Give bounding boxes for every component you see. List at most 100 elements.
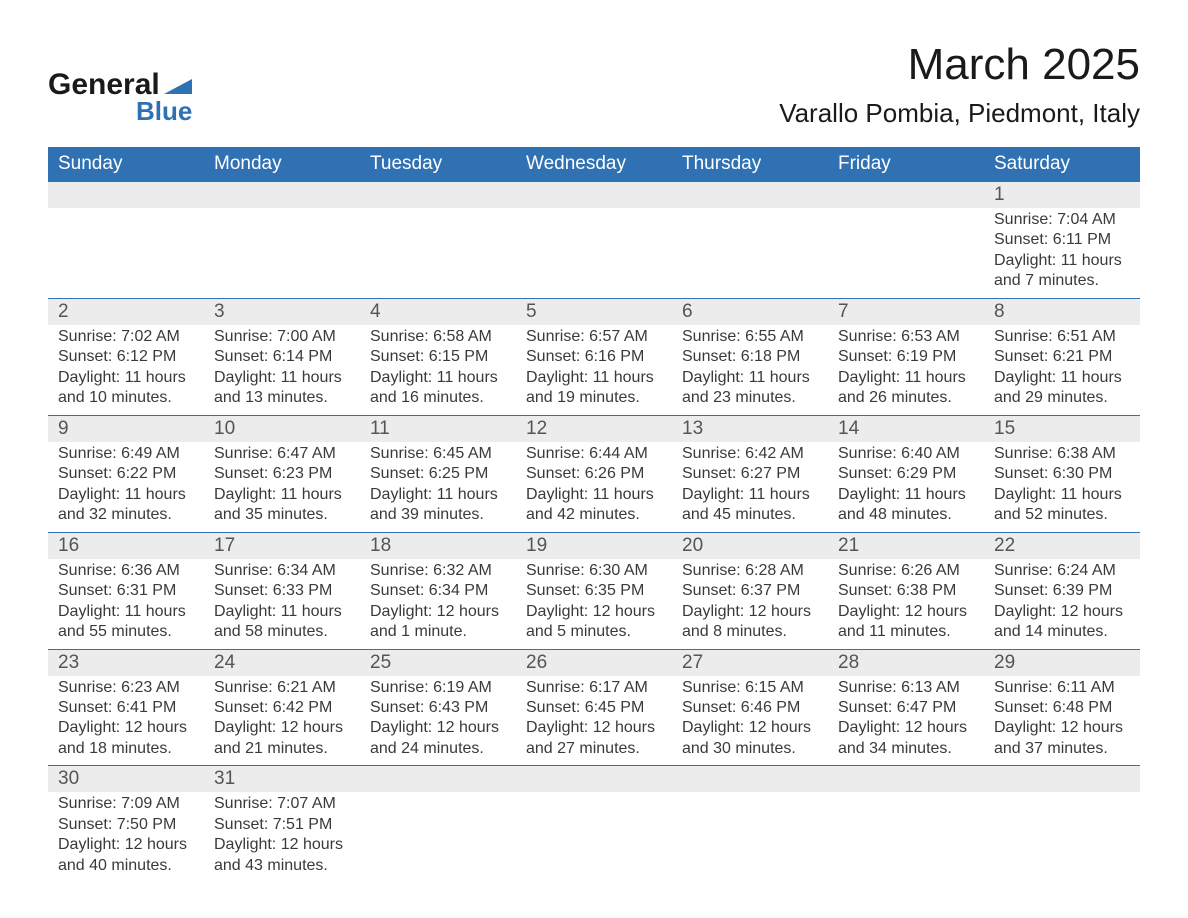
daylight-line: Daylight: 12 hours and 30 minutes. [682,719,811,756]
sunset-line: Sunset: 6:21 PM [994,348,1112,365]
day-number-cell: 7 [828,298,984,325]
day-content-cell [516,792,672,882]
day-number-row: 1 [48,182,1140,209]
day-content-cell: Sunrise: 7:00 AMSunset: 6:14 PMDaylight:… [204,325,360,415]
daylight-line: Daylight: 11 hours and 58 minutes. [214,603,342,640]
day-number-cell: 31 [204,766,360,793]
daylight-line: Daylight: 12 hours and 43 minutes. [214,836,343,873]
day-content-row: Sunrise: 7:09 AMSunset: 7:50 PMDaylight:… [48,792,1140,882]
day-content-cell: Sunrise: 6:28 AMSunset: 6:37 PMDaylight:… [672,559,828,649]
daylight-line: Daylight: 12 hours and 27 minutes. [526,719,655,756]
sunset-line: Sunset: 6:22 PM [58,465,176,482]
daylight-line: Daylight: 11 hours and 10 minutes. [58,369,186,406]
daylight-line: Daylight: 11 hours and 55 minutes. [58,603,186,640]
day-number-cell: 27 [672,649,828,676]
day-number-cell: 11 [360,415,516,442]
month-title: March 2025 [779,40,1140,90]
daylight-line: Daylight: 11 hours and 29 minutes. [994,369,1122,406]
sunrise-line: Sunrise: 7:09 AM [58,795,180,812]
daylight-line: Daylight: 12 hours and 14 minutes. [994,603,1123,640]
day-content-cell [360,792,516,882]
day-number-cell [828,766,984,793]
daylight-line: Daylight: 12 hours and 37 minutes. [994,719,1123,756]
sunset-line: Sunset: 6:26 PM [526,465,644,482]
sunrise-line: Sunrise: 6:49 AM [58,445,180,462]
day-number-row: 2345678 [48,298,1140,325]
daylight-line: Daylight: 12 hours and 40 minutes. [58,836,187,873]
day-content-cell: Sunrise: 7:02 AMSunset: 6:12 PMDaylight:… [48,325,204,415]
sunrise-line: Sunrise: 6:19 AM [370,679,492,696]
day-content-cell: Sunrise: 6:11 AMSunset: 6:48 PMDaylight:… [984,676,1140,766]
sunrise-line: Sunrise: 6:24 AM [994,562,1116,579]
day-number-cell [360,766,516,793]
sunrise-line: Sunrise: 6:36 AM [58,562,180,579]
sunrise-line: Sunrise: 6:30 AM [526,562,648,579]
day-number-cell: 4 [360,298,516,325]
day-content-cell: Sunrise: 6:47 AMSunset: 6:23 PMDaylight:… [204,442,360,532]
daylight-line: Daylight: 11 hours and 48 minutes. [838,486,966,523]
title-block: March 2025 Varallo Pombia, Piedmont, Ita… [779,40,1140,129]
day-content-cell: Sunrise: 6:49 AMSunset: 6:22 PMDaylight:… [48,442,204,532]
day-number-cell: 8 [984,298,1140,325]
day-content-cell: Sunrise: 6:34 AMSunset: 6:33 PMDaylight:… [204,559,360,649]
brand-logo: General Blue [48,68,192,127]
sunrise-line: Sunrise: 6:13 AM [838,679,960,696]
sunset-line: Sunset: 6:47 PM [838,699,956,716]
sunset-line: Sunset: 6:39 PM [994,582,1112,599]
sunset-line: Sunset: 6:35 PM [526,582,644,599]
day-content-cell: Sunrise: 6:57 AMSunset: 6:16 PMDaylight:… [516,325,672,415]
sunset-line: Sunset: 6:25 PM [370,465,488,482]
day-number-cell [672,182,828,209]
day-number-cell: 13 [672,415,828,442]
day-number-cell: 6 [672,298,828,325]
day-number-cell: 21 [828,532,984,559]
day-number-cell: 2 [48,298,204,325]
sunset-line: Sunset: 6:31 PM [58,582,176,599]
daylight-line: Daylight: 12 hours and 21 minutes. [214,719,343,756]
sunset-line: Sunset: 6:38 PM [838,582,956,599]
day-content-cell: Sunrise: 6:42 AMSunset: 6:27 PMDaylight:… [672,442,828,532]
day-content-row: Sunrise: 6:49 AM Sunset: 6:22 PM Daylight:… [48,442,1140,532]
sunrise-line: Sunrise: 6:55 AM [682,328,804,345]
sunrise-line: Sunrise: 6:17 AM [526,679,648,696]
sunrise-line: Sunrise: 6:26 AM [838,562,960,579]
day-number-cell: 5 [516,298,672,325]
sunset-line: Sunset: 6:15 PM [370,348,488,365]
sunrise-line: Sunrise: 6:45 AM [370,445,492,462]
day-number-cell: 22 [984,532,1140,559]
sunrise-line: Sunrise: 6:21 AM [214,679,336,696]
sunrise-line: Sunrise: 6:51 AM [994,328,1116,345]
day-content-cell: Sunrise: 6:58 AMSunset: 6:15 PMDaylight:… [360,325,516,415]
sunset-line: Sunset: 6:33 PM [214,582,332,599]
dow-header: Tuesday [360,147,516,182]
day-number-cell: 10 [204,415,360,442]
day-content-cell [672,208,828,298]
dow-header: Thursday [672,147,828,182]
brand-name-2: Blue [136,96,192,127]
day-number-cell: 19 [516,532,672,559]
day-content-cell: Sunrise: 6:26 AMSunset: 6:38 PMDaylight:… [828,559,984,649]
sunset-line: Sunset: 6:46 PM [682,699,800,716]
sunset-line: Sunset: 6:12 PM [58,348,176,365]
sunset-line: Sunset: 6:48 PM [994,699,1112,716]
day-content-cell: Sunrise: 6:24 AM Sunset: 6:39 PM Daylight:… [984,559,1140,649]
dow-header: Monday [204,147,360,182]
sunset-line: Sunset: 6:43 PM [370,699,488,716]
daylight-line: Daylight: 12 hours and 34 minutes. [838,719,967,756]
dow-header: Friday [828,147,984,182]
day-number-cell [48,182,204,209]
day-number-cell: 18 [360,532,516,559]
dow-header: Wednesday [516,147,672,182]
day-number-cell: 3 [204,298,360,325]
day-content-cell: Sunrise: 6:53 AMSunset: 6:19 PMDaylight:… [828,325,984,415]
day-number-row: 9101112131415 [48,415,1140,442]
daylight-line: Daylight: 11 hours and 39 minutes. [370,486,498,523]
sunset-line: Sunset: 6:14 PM [214,348,332,365]
day-content-cell: Sunrise: 6:38 AMSunset: 6:30 PMDaylight:… [984,442,1140,532]
day-content-cell: Sunrise: 6:36 AM Sunset: 6:31 PM Daylight:… [48,559,204,649]
day-content-cell [828,208,984,298]
calendar-table: SundayMondayTuesdayWednesdayThursdayFrid… [48,147,1140,882]
sunrise-line: Sunrise: 7:07 AM [214,795,336,812]
day-content-cell: Sunrise: 6:51 AM Sunset: 6:21 PM Daylight:… [984,325,1140,415]
day-content-cell: Sunrise: 6:40 AMSunset: 6:29 PMDaylight:… [828,442,984,532]
